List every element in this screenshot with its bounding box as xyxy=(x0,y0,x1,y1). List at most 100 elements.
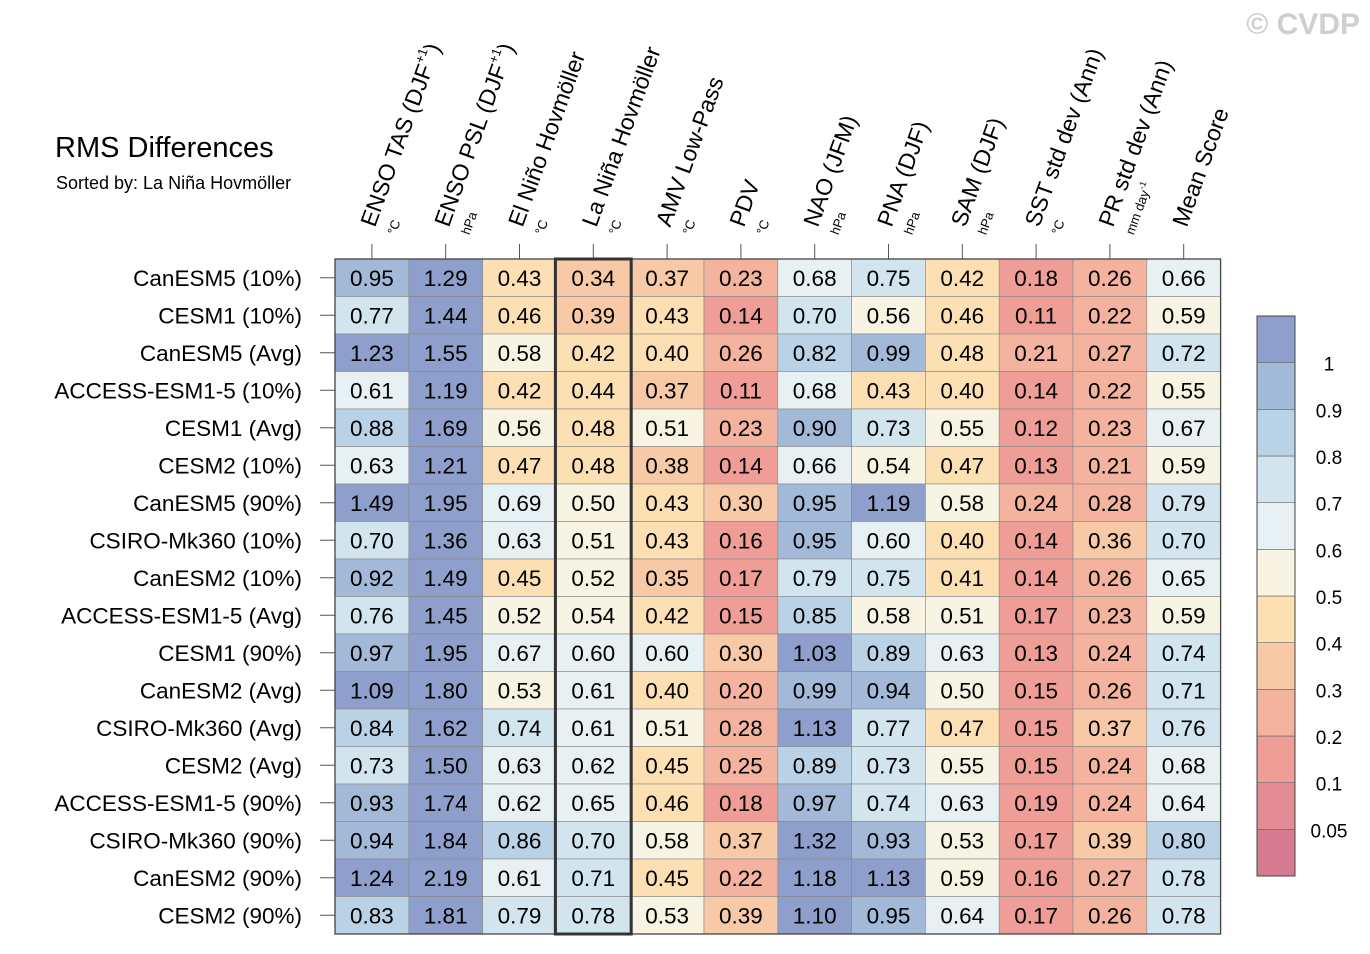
colorbar-label: 1 xyxy=(1324,355,1335,376)
heatmap-cell xyxy=(629,371,705,410)
heatmap-cell xyxy=(998,258,1074,297)
cell-value: 0.42 xyxy=(498,378,542,403)
cell-value: 1.55 xyxy=(424,341,468,366)
heatmap-cell xyxy=(556,708,631,747)
row-label: CanESM2 (Avg) xyxy=(140,678,302,703)
cell-value: 1.19 xyxy=(867,491,911,516)
cell-value: 0.95 xyxy=(350,266,394,291)
cell-value: 0.51 xyxy=(571,528,615,553)
heatmap-cell xyxy=(703,783,779,822)
colorbar-box xyxy=(1256,455,1296,503)
heatmap-cell xyxy=(629,296,705,335)
cell-value: 0.56 xyxy=(867,303,911,328)
cell-value: 0.43 xyxy=(645,303,689,328)
cell-value: 0.51 xyxy=(645,716,689,741)
heatmap-cell xyxy=(556,371,631,410)
cell-value: 0.88 xyxy=(350,416,394,441)
heatmap-cell xyxy=(1146,258,1221,297)
cell-value: 0.72 xyxy=(1162,341,1206,366)
cell-value: 0.70 xyxy=(350,528,394,553)
heatmap-cell xyxy=(334,521,410,560)
heatmap-cell xyxy=(851,371,926,410)
cell-value: 0.35 xyxy=(645,566,689,591)
heatmap-cell xyxy=(925,521,1000,560)
cell-value: 0.45 xyxy=(645,866,689,891)
cell-value: 0.40 xyxy=(940,378,984,403)
cell-value: 0.24 xyxy=(1088,791,1132,816)
column-unit: °C xyxy=(1048,218,1067,237)
heatmap-cell xyxy=(777,296,852,335)
cell-value: 0.12 xyxy=(1014,416,1058,441)
column-unit: °C xyxy=(753,218,772,237)
cell-value: 0.34 xyxy=(571,266,615,291)
cell-value: 0.52 xyxy=(571,566,615,591)
cell-value: 0.79 xyxy=(793,566,837,591)
cell-value: 0.39 xyxy=(1088,828,1132,853)
heatmap-cell xyxy=(1146,746,1221,785)
cell-value: 0.66 xyxy=(1162,266,1206,291)
column-label: SAM (DJF) xyxy=(946,114,1009,230)
heatmap-cell xyxy=(556,521,631,560)
heatmap-cell xyxy=(1146,821,1221,860)
cell-value: 0.15 xyxy=(1014,753,1058,778)
heatmap-cell xyxy=(1072,633,1148,672)
cell-value: 0.99 xyxy=(867,341,911,366)
cell-value: 0.53 xyxy=(645,903,689,928)
heatmap-cell xyxy=(998,596,1074,635)
cell-value: 0.26 xyxy=(719,341,763,366)
heatmap-cell xyxy=(703,521,779,560)
heatmap-cell xyxy=(925,708,1000,747)
cell-value: 0.61 xyxy=(571,716,615,741)
heatmap-cell xyxy=(851,333,926,372)
heatmap-cell xyxy=(703,671,779,710)
heatmap-cell xyxy=(998,483,1074,522)
cell-value: 0.58 xyxy=(940,491,984,516)
column-label: AMV Low-Pass xyxy=(650,73,728,230)
cell-value: 0.60 xyxy=(867,528,911,553)
row-label: CSIRO-Mk360 (10%) xyxy=(89,528,302,553)
cell-value: 1.80 xyxy=(424,678,468,703)
cell-value: 0.51 xyxy=(940,603,984,628)
heatmap-cell xyxy=(556,896,631,935)
cell-value: 0.73 xyxy=(867,416,911,441)
heatmap-cell xyxy=(777,858,852,897)
column-unit: °C xyxy=(606,218,625,237)
heatmap-cell xyxy=(998,408,1074,447)
heatmap-cell xyxy=(482,333,557,372)
cell-value: 0.76 xyxy=(350,603,394,628)
colorbar-box xyxy=(1256,782,1296,830)
cell-value: 1.45 xyxy=(424,603,468,628)
heatmap-cell xyxy=(334,821,410,860)
cell-value: 0.99 xyxy=(793,678,837,703)
cell-value: 0.26 xyxy=(1088,566,1132,591)
cell-value: 1.81 xyxy=(424,903,468,928)
cell-value: 1.19 xyxy=(424,378,468,403)
heatmap-cell xyxy=(629,896,705,935)
heatmap-cell xyxy=(408,783,483,822)
cell-value: 1.29 xyxy=(424,266,468,291)
heatmap-cell xyxy=(556,858,631,897)
cell-value: 0.48 xyxy=(571,453,615,478)
heatmap-cell xyxy=(851,633,926,672)
cell-value: 0.55 xyxy=(940,753,984,778)
cell-value: 0.58 xyxy=(645,828,689,853)
heatmap-cell xyxy=(851,671,926,710)
cell-value: 0.48 xyxy=(940,341,984,366)
cell-value: 0.30 xyxy=(719,491,763,516)
heatmap-cell xyxy=(482,671,557,710)
heatmap-cell xyxy=(334,708,410,747)
cell-value: 0.85 xyxy=(793,603,837,628)
heatmap-cell xyxy=(925,558,1000,597)
heatmap-cell xyxy=(482,258,557,297)
heatmap-cell xyxy=(998,521,1074,560)
heatmap-cell xyxy=(998,671,1074,710)
cell-value: 0.45 xyxy=(645,753,689,778)
heatmap-cell xyxy=(334,258,410,297)
cell-value: 0.61 xyxy=(498,866,542,891)
heatmap-cell xyxy=(1146,858,1221,897)
cell-value: 0.45 xyxy=(498,566,542,591)
heatmap-cell xyxy=(482,708,557,747)
colorbar-label: 0.5 xyxy=(1316,588,1342,609)
heatmap-cell xyxy=(629,746,705,785)
heatmap-cell xyxy=(1072,558,1148,597)
